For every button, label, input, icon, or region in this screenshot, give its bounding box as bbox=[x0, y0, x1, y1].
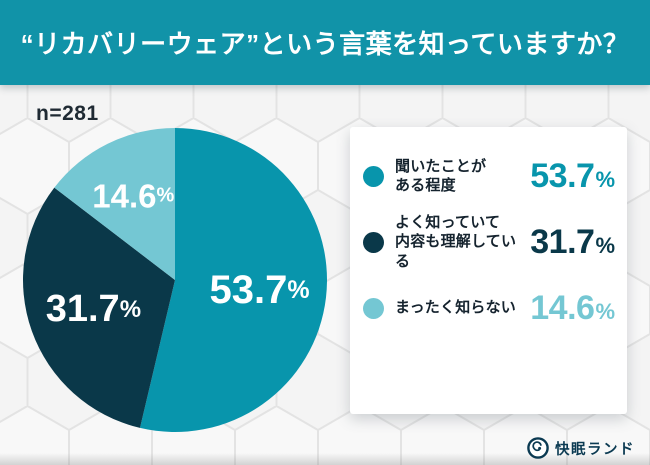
legend-card: 聞いたことが ある程度 53.7% よく知っていて 内容も理解している 31.7% まったく… bbox=[350, 127, 627, 414]
header-banner: “リカバリーウェア”という言葉を知っていますか？ bbox=[0, 0, 650, 85]
sample-size-label: n=281 bbox=[36, 102, 99, 125]
legend-swatch-circle bbox=[363, 165, 384, 187]
legend-swatch-circle bbox=[363, 297, 384, 319]
legend-item: まったく知らない 14.6% bbox=[363, 286, 615, 330]
legend-item: よく知っていて 内容も理解している 31.7% bbox=[363, 214, 615, 270]
legend-label: よく知っていて 内容も理解している bbox=[395, 214, 517, 270]
sleep-badge-icon bbox=[527, 437, 549, 459]
pie-slice bbox=[54, 128, 175, 280]
legend-swatch-circle bbox=[363, 231, 384, 253]
brand-logo: 快眠ランド bbox=[527, 437, 635, 459]
pie-slice-label: 14.6% bbox=[92, 177, 174, 214]
legend-value: 31.7% bbox=[530, 222, 615, 261]
pie-chart: 53.7% 31.7% 14.6% bbox=[19, 124, 331, 436]
pie-slice-label: 53.7% bbox=[209, 268, 309, 312]
pie-slice bbox=[139, 128, 327, 432]
legend-value: 14.6% bbox=[530, 288, 615, 327]
brand-name: 快眠ランド bbox=[555, 441, 635, 458]
page-title: “リカバリーウェア”という言葉を知っていますか？ bbox=[20, 29, 630, 59]
legend-value: 53.7% bbox=[530, 156, 615, 195]
legend-label: まったく知らない bbox=[395, 299, 517, 317]
pie-slice-label: 31.7% bbox=[46, 288, 141, 330]
bottom-shadow-strip bbox=[0, 453, 650, 465]
pie-slice bbox=[22, 187, 175, 428]
legend-item: 聞いたことが ある程度 53.7% bbox=[363, 154, 615, 198]
legend-label: 聞いたことが ある程度 bbox=[395, 157, 487, 194]
